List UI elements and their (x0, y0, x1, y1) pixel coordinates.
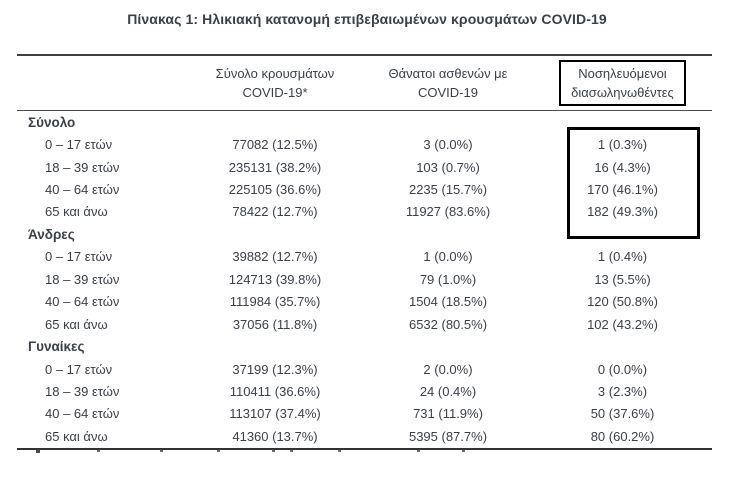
intubated-cell: 170 (46.1%) (587, 182, 658, 198)
deaths-cell: 103 (0.7%) (416, 159, 480, 175)
cases-cell: 41360 (13.7%) (232, 428, 318, 444)
data-row: 40 – 64 ετών 113107 (37.4%) 731 (11.9%) 50 … (17, 403, 712, 425)
col-header-deaths-line2: COVID-19 (418, 85, 478, 100)
deaths-cell: 5395 (87.7%) (408, 428, 488, 444)
footnote-mark (217, 450, 220, 452)
deaths-cell: 1 (0.0%) (423, 249, 473, 265)
cases-cell: 37056 (11.8%) (232, 316, 318, 332)
intubated-cell: 182 (49.3%) (587, 204, 658, 220)
data-row: 65 και άνω 41360 (13.7%) 5395 (87.7%) 80 (6… (17, 425, 712, 447)
data-row: 40 – 64 ετών 111984 (35.7%) 1504 (18.5%) 12… (17, 291, 712, 313)
data-row: 40 – 64 ετών 225105 (36.6%) 2235 (15.7%) 17… (17, 178, 712, 200)
cases-cell: 110411 (36.6%) (229, 383, 321, 399)
intubated-cell: 50 (37.6%) (590, 406, 655, 422)
cases-cell: 39882 (12.7%) (232, 249, 318, 265)
page-title: Πίνακας 1: Ηλικιακή κατανομή επιβεβαιωμέ… (127, 11, 607, 27)
section-row: Σύνολο (17, 111, 712, 133)
deaths-cell: 3 (0.0%) (423, 137, 473, 153)
age-cell: 18 – 39 ετών (45, 271, 120, 287)
age-cell: 18 – 39 ετών (45, 159, 120, 175)
age-cell: 0 – 17 ετών (45, 361, 113, 377)
intubated-cell: 80 (60.2%) (590, 428, 655, 444)
age-cell: 40 – 64 ετών (45, 406, 120, 422)
data-row: 18 – 39 ετών 235131 (38.2%) 103 (0.7%) 16 (… (17, 156, 712, 178)
col-header-cases-line2: COVID-19* (242, 85, 308, 100)
deaths-cell: 2235 (15.7%) (408, 182, 488, 198)
col-header-intubated: Νοσηλευόμενοι διασωληνωθέντες (533, 60, 712, 106)
cases-cell: 37199 (12.3%) (232, 361, 318, 377)
section-label: Σύνολο (28, 114, 76, 130)
age-cell: 40 – 64 ετών (45, 182, 120, 198)
data-row: 0 – 17 ετών 77082 (12.5%) 3 (0.0%) 1 (0.3%) (17, 133, 712, 155)
age-cell: 65 και άνω (45, 204, 108, 220)
cases-cell: 225105 (36.6%) (228, 182, 322, 198)
footnote-mark (272, 450, 275, 452)
deaths-cell: 6532 (80.5%) (408, 316, 488, 332)
covid-age-table: Σύνολο κρουσμάτων COVID-19* Θάνατοι ασθε… (17, 54, 712, 450)
footnote-mark (290, 450, 293, 452)
intubated-cell: 13 (5.5%) (594, 271, 651, 287)
intubated-header-highlight-box: Νοσηλευόμενοι διασωληνωθέντες (559, 60, 686, 106)
deaths-cell: 24 (0.4%) (419, 383, 477, 399)
age-cell: 18 – 39 ετών (45, 383, 120, 399)
section-label: Γυναίκες (28, 339, 85, 355)
cases-cell: 78422 (12.7%) (232, 204, 318, 220)
data-row: 18 – 39 ετών 124713 (39.8%) 79 (1.0%) 13 (5… (17, 268, 712, 290)
footnote-mark (462, 450, 465, 452)
col-header-intubated-line1: Νοσηλευόμενοι (578, 66, 667, 81)
cases-cell: 113107 (37.4%) (229, 406, 321, 422)
data-row: 0 – 17 ετών 37199 (12.3%) 2 (0.0%) 0 (0.0%) (17, 358, 712, 380)
age-cell: 65 και άνω (45, 428, 108, 444)
footnote-mark (338, 450, 341, 452)
data-row: 65 και άνω 37056 (11.8%) 6532 (80.5%) 102 (… (17, 313, 712, 335)
table-body: Σύνολο 0 – 17 ετών 77082 (12.5%) 3 (0.0%) 1 … (17, 111, 712, 448)
footnote-clipped (0, 450, 734, 454)
footnote-mark (417, 450, 420, 452)
table-header-row: Σύνολο κρουσμάτων COVID-19* Θάνατοι ασθε… (17, 56, 712, 111)
section-row: Άνδρες (17, 223, 712, 245)
cases-cell: 77082 (12.5%) (232, 137, 318, 153)
cases-cell: 111984 (35.7%) (229, 294, 321, 310)
age-cell: 0 – 17 ετών (45, 249, 113, 265)
data-row: 65 και άνω 78422 (12.7%) 11927 (83.6%) 182 … (17, 201, 712, 223)
data-row: 0 – 17 ετών 39882 (12.7%) 1 (0.0%) 1 (0.4%) (17, 246, 712, 268)
data-row: 18 – 39 ετών 110411 (36.6%) 24 (0.4%) 3 (2.… (17, 380, 712, 402)
intubated-cell: 1 (0.4%) (597, 249, 648, 265)
col-header-cases-line1: Σύνολο κρουσμάτων (215, 66, 335, 81)
footnote-mark (160, 450, 163, 452)
cases-cell: 124713 (39.8%) (228, 271, 322, 287)
deaths-cell: 731 (11.9%) (413, 406, 483, 422)
section-label: Άνδρες (28, 226, 75, 242)
intubated-cell: 120 (50.8%) (587, 294, 658, 310)
deaths-cell: 11927 (83.6%) (405, 204, 491, 220)
col-header-deaths-line1: Θάνατοι ασθενών με (388, 66, 508, 81)
intubated-cell: 16 (4.3%) (594, 159, 651, 175)
section-row: Γυναίκες (17, 335, 712, 357)
footnote-mark (36, 450, 40, 453)
intubated-cell: 1 (0.3%) (597, 137, 648, 153)
deaths-cell: 2 (0.0%) (423, 361, 473, 377)
age-cell: 0 – 17 ετών (45, 137, 113, 153)
age-cell: 40 – 64 ετών (45, 294, 120, 310)
intubated-cell: 102 (43.2%) (587, 316, 658, 332)
deaths-cell: 79 (1.0%) (419, 271, 477, 287)
cases-cell: 235131 (38.2%) (228, 159, 322, 175)
col-header-deaths: Θάνατοι ασθενών με COVID-19 (363, 64, 533, 102)
deaths-cell: 1504 (18.5%) (408, 294, 488, 310)
age-cell: 65 και άνω (45, 316, 108, 332)
col-header-intubated-line2: διασωληνωθέντες (571, 85, 674, 100)
intubated-cell: 3 (2.3%) (597, 383, 648, 399)
col-header-cases: Σύνολο κρουσμάτων COVID-19* (187, 64, 363, 102)
footnote-mark (97, 450, 100, 452)
intubated-cell: 0 (0.0%) (597, 361, 648, 377)
